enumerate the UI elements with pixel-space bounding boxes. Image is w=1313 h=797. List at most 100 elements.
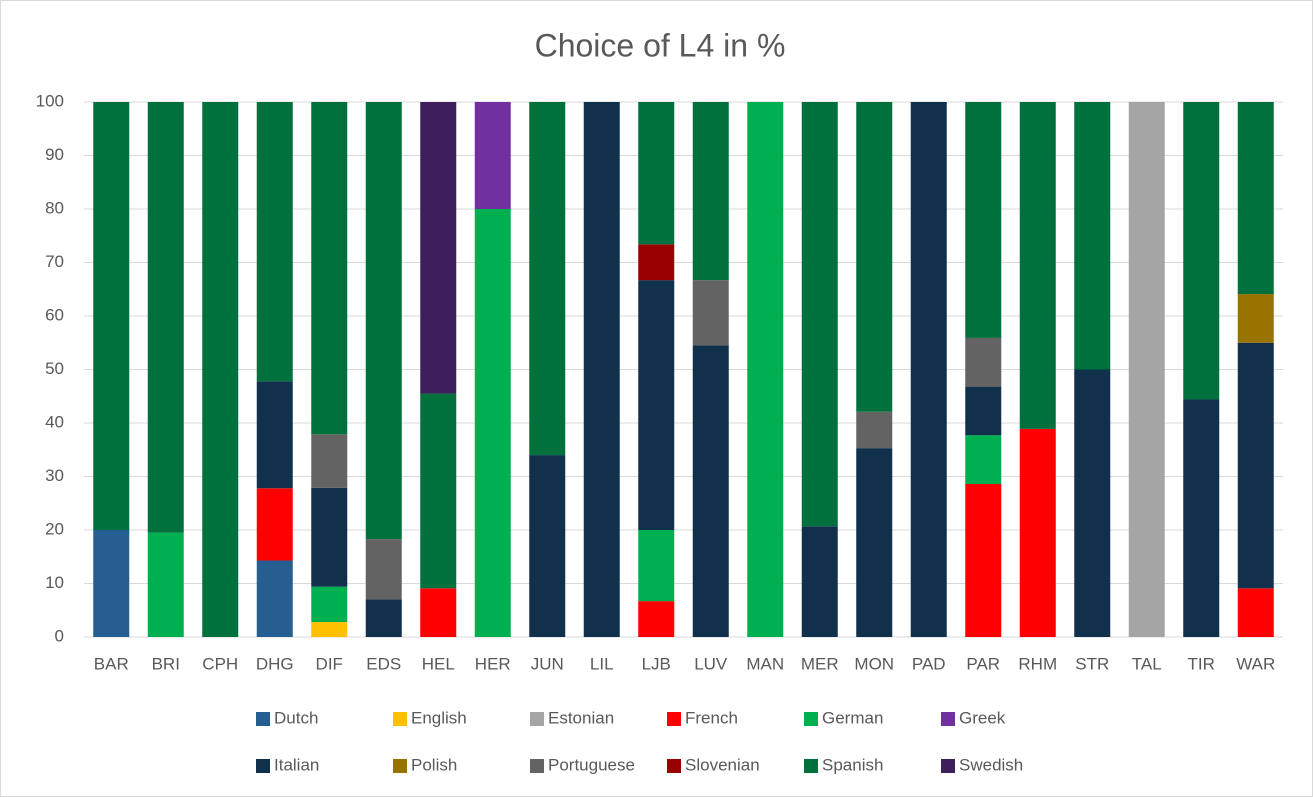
- bar-segment: [1237, 294, 1274, 343]
- y-tick-label: 90: [45, 145, 64, 164]
- bar-segment: [256, 488, 293, 561]
- x-tick-label: TAL: [1132, 654, 1162, 673]
- legend-swatch: [941, 712, 955, 726]
- bar-segment: [856, 411, 893, 449]
- bar-segment: [1074, 369, 1111, 637]
- bar-segment: [965, 435, 1002, 484]
- y-tick-label: 50: [45, 359, 64, 378]
- bar-segment: [638, 530, 675, 602]
- bar-segment: [856, 102, 893, 412]
- x-tick-label: WAR: [1236, 654, 1275, 673]
- y-tick-label: 0: [55, 626, 64, 645]
- legend-swatch: [941, 759, 955, 773]
- legend-swatch: [256, 712, 270, 726]
- bar-segment: [1237, 102, 1274, 295]
- bar-segment: [638, 280, 675, 530]
- chart-title: Choice of L4 in %: [535, 27, 786, 63]
- bar-segment: [311, 487, 348, 587]
- bar-segment: [638, 244, 675, 281]
- bar-segment: [1237, 342, 1274, 589]
- legend-label: Dutch: [274, 708, 318, 727]
- y-tick-label: 20: [45, 519, 64, 538]
- bar-segment: [93, 102, 130, 530]
- legend-swatch: [667, 712, 681, 726]
- x-tick-label: STR: [1075, 654, 1109, 673]
- x-tick-label: BRI: [152, 654, 180, 673]
- x-tick-label: CPH: [202, 654, 238, 673]
- bar-segment: [638, 102, 675, 245]
- bar-segment: [910, 102, 947, 637]
- x-tick-label: LIL: [590, 654, 614, 673]
- legend-label: Spanish: [822, 755, 883, 774]
- bar-segment: [311, 102, 348, 435]
- bar-segment: [1183, 399, 1220, 637]
- x-tick-label: LJB: [642, 654, 671, 673]
- bar-segment: [856, 448, 893, 637]
- bar-segment: [529, 102, 566, 456]
- bar-segment: [747, 102, 784, 637]
- bar-segment: [1183, 102, 1220, 400]
- y-tick-label: 80: [45, 198, 64, 217]
- legend-swatch: [256, 759, 270, 773]
- x-tick-label: RHM: [1018, 654, 1057, 673]
- legend-swatch: [393, 759, 407, 773]
- bar-segment: [965, 483, 1002, 637]
- bar-segment: [202, 102, 239, 637]
- legend-label: English: [411, 708, 467, 727]
- bar-segment: [147, 532, 184, 637]
- bar-segment: [147, 102, 184, 533]
- bar-segment: [692, 280, 729, 346]
- x-tick-label: HEL: [422, 654, 455, 673]
- bar-segment: [311, 622, 348, 637]
- bar-segment: [1019, 102, 1056, 429]
- bar-segment: [474, 209, 511, 637]
- bar-segment: [365, 102, 402, 540]
- legend-label: Polish: [411, 755, 457, 774]
- legend-swatch: [804, 759, 818, 773]
- legend-label: Greek: [959, 708, 1006, 727]
- bar-segment: [420, 588, 457, 637]
- x-tick-label: LUV: [694, 654, 728, 673]
- x-tick-label: BAR: [94, 654, 129, 673]
- legend-label: French: [685, 708, 738, 727]
- bar-segment: [420, 393, 457, 589]
- y-tick-label: 10: [45, 573, 64, 592]
- legend-label: Italian: [274, 755, 319, 774]
- bar-segment: [801, 526, 838, 637]
- x-tick-label: PAD: [912, 654, 946, 673]
- y-tick-label: 40: [45, 412, 64, 431]
- bar-segment: [365, 539, 402, 600]
- bar-segment: [692, 102, 729, 281]
- legend-swatch: [393, 712, 407, 726]
- bar-segment: [365, 599, 402, 637]
- bar-segment: [311, 586, 348, 623]
- bar-segment: [474, 102, 511, 209]
- bar-segment: [1019, 428, 1056, 637]
- legend-swatch: [530, 712, 544, 726]
- x-tick-label: JUN: [531, 654, 564, 673]
- bar-segment: [420, 102, 457, 394]
- bar-segment: [529, 455, 566, 637]
- bar-segment: [965, 337, 1002, 387]
- x-tick-label: DIF: [316, 654, 343, 673]
- x-tick-label: EDS: [366, 654, 401, 673]
- y-tick-label: 100: [36, 91, 64, 110]
- bar-segment: [583, 102, 620, 637]
- legend-label: Swedish: [959, 755, 1023, 774]
- legend-label: Slovenian: [685, 755, 760, 774]
- legend-label: Portuguese: [548, 755, 635, 774]
- legend-swatch: [804, 712, 818, 726]
- y-tick-label: 60: [45, 305, 64, 324]
- bar-segment: [256, 102, 293, 382]
- legend-label: German: [822, 708, 883, 727]
- x-tick-label: MER: [801, 654, 839, 673]
- y-tick-label: 70: [45, 252, 64, 271]
- legend-label: Estonian: [548, 708, 614, 727]
- x-tick-label: MON: [854, 654, 894, 673]
- bar-segment: [801, 102, 838, 527]
- bar-segment: [965, 102, 1002, 338]
- x-tick-label: HER: [475, 654, 511, 673]
- x-tick-label: MAN: [746, 654, 784, 673]
- bar-segment: [638, 601, 675, 637]
